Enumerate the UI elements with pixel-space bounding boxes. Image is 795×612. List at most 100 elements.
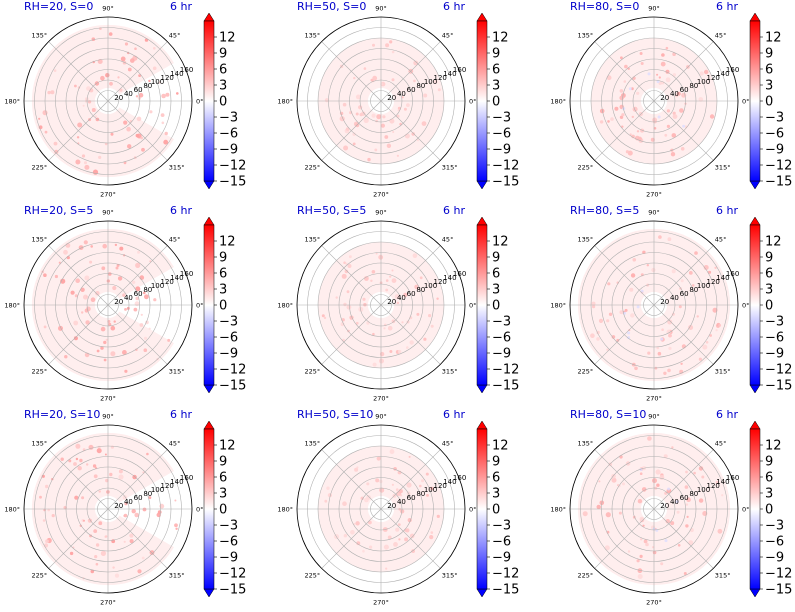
angle-tick-label: 45°	[442, 32, 454, 40]
polar-axis-circle	[296, 220, 466, 390]
heat-spot	[416, 139, 419, 142]
polar-axis-circle	[296, 16, 466, 186]
heat-spot	[416, 312, 420, 316]
heat-spot	[718, 324, 722, 327]
heat-spot	[60, 457, 64, 461]
heat-spot	[364, 276, 369, 281]
colorbar-extend-max	[203, 12, 215, 22]
angle-tick-label: 135°	[578, 236, 594, 244]
heat-spot	[91, 108, 96, 112]
heat-spot	[413, 60, 419, 66]
radial-tick-label: 140	[716, 478, 729, 486]
heat-spot	[93, 474, 98, 479]
heat-spot	[355, 94, 361, 100]
heat-spot	[592, 305, 596, 309]
heat-spot	[346, 304, 352, 310]
heat-spot	[680, 147, 685, 151]
angle-tick-label: 135°	[305, 440, 321, 448]
radial-tick-label: 100	[151, 486, 164, 494]
colorbar-tick-label: 3	[492, 283, 500, 298]
panel-time-label: 6 hr	[443, 204, 465, 217]
colorbar-tick-label: −12	[765, 363, 792, 378]
colorbar-tick-label: 0	[219, 95, 227, 110]
heat-spot	[85, 320, 90, 325]
colorbar-tick-label: 6	[219, 63, 227, 78]
radial-tick-label: 120	[707, 482, 720, 490]
angle-tick-label: 135°	[578, 440, 594, 448]
heat-spot	[430, 531, 434, 534]
heat-spot	[114, 243, 118, 247]
angular-gridline	[653, 508, 714, 569]
heat-spot	[685, 470, 688, 474]
colorbar-tick-label: −6	[219, 331, 238, 346]
heat-spot	[667, 368, 671, 373]
heat-spot	[100, 75, 105, 81]
heat-spot	[385, 279, 389, 282]
heat-spot	[680, 362, 683, 365]
heat-spot	[163, 139, 169, 145]
heat-spot	[598, 480, 601, 483]
colorbar-tick-label: −15	[765, 175, 792, 190]
heat-spot	[143, 291, 146, 295]
heat-spot	[327, 493, 332, 498]
colorbar-tick-label: −3	[219, 315, 238, 330]
heat-spot	[108, 272, 112, 276]
heat-spot	[426, 494, 429, 497]
heat-spot	[124, 42, 129, 46]
angle-tick-label: 225°	[32, 163, 48, 171]
heat-spot	[611, 335, 616, 339]
radial-tick-label: 40	[397, 294, 406, 302]
heat-spot	[590, 333, 595, 339]
heat-spot	[639, 516, 645, 522]
angle-tick-label: 180°	[4, 98, 20, 106]
heat-spot	[652, 550, 657, 555]
panel-time-label: 6 hr	[170, 408, 192, 421]
polar-axis-circle	[569, 424, 739, 594]
colorbar-tick-label: −3	[765, 111, 784, 126]
heat-spot	[672, 111, 676, 115]
heat-spot	[663, 371, 667, 375]
heat-spot	[363, 67, 367, 70]
heat-spot	[647, 72, 651, 76]
colorbar-tick-label: 3	[765, 283, 773, 298]
polar-axis-circle	[569, 220, 739, 390]
heat-spot	[117, 276, 123, 281]
panel-title: RH=50, S=10	[297, 408, 373, 421]
heat-spot	[619, 95, 624, 101]
colorbar-extend-min	[203, 384, 215, 394]
heat-spot	[133, 307, 138, 312]
radial-tick-label: 100	[151, 78, 164, 86]
heat-spot	[123, 540, 126, 543]
heat-spot	[664, 133, 668, 137]
heat-spot	[84, 161, 87, 165]
angle-tick-label: 270°	[646, 599, 662, 607]
colorbar-tick-label: −9	[219, 347, 238, 362]
heat-spot	[176, 92, 179, 95]
panel-title: RH=50, S=5	[297, 204, 366, 217]
heat-spot	[408, 455, 411, 458]
heat-spot	[430, 486, 434, 491]
heat-spot	[686, 515, 689, 519]
colorbar-tick-label: −9	[492, 551, 511, 566]
heat-spot	[685, 524, 689, 528]
panel-title: RH=20, S=10	[24, 408, 100, 421]
heat-spot	[385, 288, 389, 292]
radial-tick-label: 20	[114, 298, 123, 306]
heat-spot	[127, 144, 132, 149]
heat-spot	[656, 73, 659, 76]
colorbar-tick-label: 6	[219, 267, 227, 282]
angular-gridline	[107, 508, 168, 569]
heat-spot	[619, 115, 624, 120]
colorbar-tick-label: 6	[492, 471, 500, 486]
heat-spot	[354, 467, 359, 472]
heat-spot	[105, 73, 110, 78]
heat-spot	[87, 100, 92, 104]
heat-spot	[74, 294, 78, 298]
heat-spot	[376, 456, 381, 461]
heat-spot	[421, 121, 427, 126]
radial-tick-label: 40	[397, 498, 406, 506]
